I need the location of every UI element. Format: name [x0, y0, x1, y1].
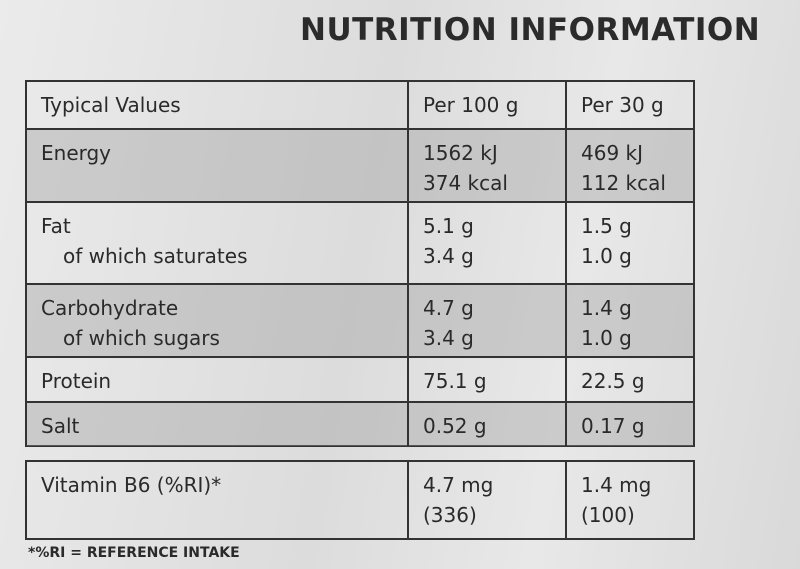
cell-text: 1562 kJ — [423, 141, 498, 165]
table-cell: 4.7 g 3.4 g — [407, 285, 488, 356]
header-text: Typical Values — [41, 93, 181, 117]
cell-text: Fat — [41, 214, 71, 238]
table-cell: 469 kJ 112 kcal — [565, 130, 680, 201]
cell-text: 1.5 g — [581, 214, 632, 238]
cell-text: 1.0 g — [581, 244, 632, 268]
cell-text: 0.17 g — [581, 414, 645, 438]
cell-text: 1.4 g — [581, 296, 632, 320]
table-row: Energy 1562 kJ 374 kcal 469 kJ 112 kcal — [27, 128, 693, 201]
table-cell: Salt — [27, 403, 93, 446]
cell-text: (100) — [581, 503, 635, 527]
header-text: Per 100 g — [423, 93, 519, 117]
cell-text: 0.52 g — [423, 414, 487, 438]
cell-text: 1.4 mg — [581, 473, 652, 497]
table-row: Carbohydrate of which sugars 4.7 g 3.4 g 1.4… — [27, 283, 693, 356]
table-row: Protein 75.1 g 22.5 g — [27, 356, 693, 401]
cell-text: 3.4 g — [423, 244, 474, 268]
vitamin-row: Vitamin B6 (%RI)* 4.7 mg (336) 1.4 mg (100) — [27, 462, 693, 538]
cell-text: of which saturates — [63, 244, 248, 268]
table-cell: 1562 kJ 374 kcal — [407, 130, 522, 201]
header-row: Typical Values Per 100 g Per 30 g — [27, 82, 693, 128]
table-cell: 75.1 g — [407, 358, 501, 401]
cell-text: Carbohydrate — [41, 296, 179, 320]
cell-text: Protein — [41, 369, 112, 393]
table-cell: 1.5 g 1.0 g — [565, 203, 646, 283]
table-cell: 1.4 mg (100) — [565, 462, 665, 538]
cell-text: 1.0 g — [581, 326, 632, 350]
header-cell: Typical Values — [27, 82, 195, 128]
footnote: *%RI = REFERENCE INTAKE — [28, 545, 240, 561]
table-cell: 5.1 g 3.4 g — [407, 203, 488, 283]
cell-text: Energy — [41, 141, 112, 165]
cell-text: of which sugars — [63, 326, 220, 350]
table-row: Salt 0.52 g 0.17 g — [27, 401, 693, 446]
cell-text: 3.4 g — [423, 326, 474, 350]
table-cell: 0.52 g — [407, 403, 501, 446]
cell-text: 4.7 g — [423, 296, 474, 320]
cell-text: 22.5 g — [581, 369, 645, 393]
cell-text: 5.1 g — [423, 214, 474, 238]
table-cell: 1.4 g 1.0 g — [565, 285, 646, 356]
table-cell: 4.7 mg (336) — [407, 462, 507, 538]
vitamin-table: Vitamin B6 (%RI)* 4.7 mg (336) 1.4 mg (100) — [25, 460, 695, 540]
table-cell: 22.5 g — [565, 358, 659, 401]
header-text: Per 30 g — [581, 93, 664, 117]
cell-text: 112 kcal — [581, 171, 666, 195]
cell-text: 4.7 mg — [423, 473, 494, 497]
cell-text: 75.1 g — [423, 369, 487, 393]
table-cell: Fat of which saturates — [27, 203, 262, 283]
table-cell: Vitamin B6 (%RI)* — [27, 462, 235, 538]
header-cell: Per 30 g — [565, 82, 678, 128]
table-cell: Protein — [27, 358, 125, 401]
table-row: Fat of which saturates 5.1 g 3.4 g 1.5 g 1.0 … — [27, 201, 693, 283]
cell-text: 374 kcal — [423, 171, 508, 195]
table-cell: Energy — [27, 130, 125, 201]
table-cell: Carbohydrate of which sugars — [27, 285, 234, 356]
cell-text: Vitamin B6 (%RI)* — [41, 473, 222, 497]
title: NUTRITION INFORMATION — [300, 12, 761, 48]
cell-text: (336) — [423, 503, 477, 527]
table-cell: 0.17 g — [565, 403, 659, 446]
nutrition-table: Typical Values Per 100 g Per 30 g Energy 156… — [25, 80, 695, 447]
cell-text: 469 kJ — [581, 141, 644, 165]
header-cell: Per 100 g — [407, 82, 532, 128]
cell-text: Salt — [41, 414, 80, 438]
